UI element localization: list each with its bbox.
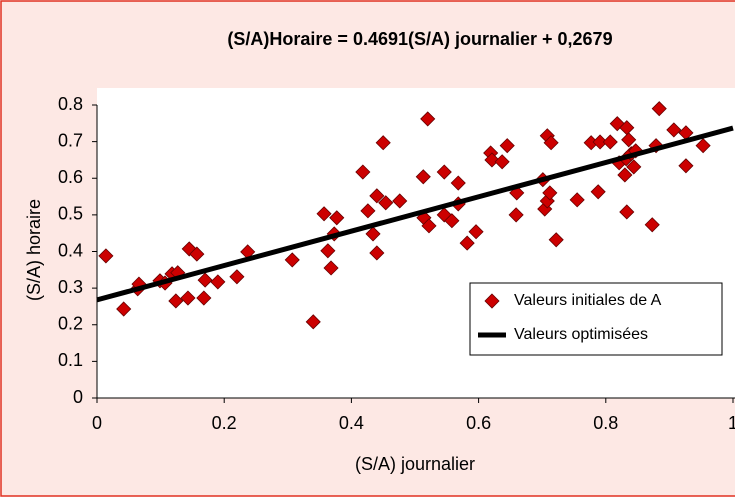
scatter-point <box>365 226 381 242</box>
scatter-point <box>197 272 213 288</box>
legend-symbol <box>484 293 500 309</box>
scatter-point <box>619 204 635 220</box>
scatter-point <box>421 218 437 234</box>
scatter-point <box>392 193 408 209</box>
scatter-point <box>695 138 711 154</box>
scatter-point <box>98 248 114 264</box>
y-tick-label: 0 <box>73 387 83 407</box>
scatter-point <box>375 135 391 151</box>
regression-line <box>96 125 734 303</box>
scatter-point <box>542 185 558 201</box>
x-tick-label: 0.8 <box>593 413 618 433</box>
legend-label: Valeurs initiales de A <box>514 292 662 309</box>
scatter-point <box>450 175 466 191</box>
scatter-point <box>609 116 625 132</box>
scatter-point <box>229 269 245 285</box>
scatter-point <box>644 217 660 233</box>
scatter-point <box>329 210 345 226</box>
y-tick-label: 0.1 <box>58 350 83 370</box>
x-tick-label: 0.2 <box>212 413 237 433</box>
y-tick-label: 0.5 <box>58 204 83 224</box>
scatter-point <box>284 252 300 268</box>
scatter-point <box>369 188 385 204</box>
scatter-point <box>369 245 385 261</box>
scatter-point <box>360 203 376 219</box>
y-tick-label: 0.8 <box>58 94 83 114</box>
scatter-point <box>617 167 633 183</box>
y-tick-label: 0.4 <box>58 240 83 260</box>
scatter-point <box>508 207 524 223</box>
scatter-point <box>305 314 321 330</box>
scatter-point <box>548 232 564 248</box>
scatter-point <box>499 138 515 154</box>
scatter-point <box>651 101 667 117</box>
scatter-point <box>666 122 682 138</box>
scatter-point <box>436 164 452 180</box>
scatter-point <box>484 152 500 168</box>
x-tick-label: 1 <box>728 413 735 433</box>
scatter-point <box>494 154 510 170</box>
scatter-point <box>602 134 618 150</box>
scatter-point <box>621 132 637 148</box>
scatter-point <box>320 243 336 259</box>
legend-box <box>469 282 723 356</box>
scatter-point <box>648 138 664 154</box>
scatter-point <box>444 213 460 229</box>
scatter-point <box>569 192 585 208</box>
legend-label: Valeurs optimisées <box>514 326 648 343</box>
scatter-point <box>459 235 475 251</box>
scatter-point <box>678 158 694 174</box>
scatter-point <box>116 301 132 317</box>
scatter-point <box>316 206 332 222</box>
scatter-point <box>590 184 606 200</box>
scatter-point <box>626 159 642 175</box>
scatter-point <box>468 224 484 240</box>
x-tick-label: 0.6 <box>466 413 491 433</box>
x-tick-label: 0.4 <box>339 413 364 433</box>
y-tick-label: 0.6 <box>58 167 83 187</box>
chart-title: (S/A)Horaire = 0.4691(S/A) journalier + … <box>227 29 612 49</box>
scatter-point <box>355 164 371 180</box>
scatter-point <box>378 195 394 211</box>
scatter-point <box>180 290 196 306</box>
scatter-point <box>189 246 205 262</box>
y-tick-label: 0.3 <box>58 277 83 297</box>
x-tick-label: 0 <box>92 413 102 433</box>
y-axis-label: (S/A) horaire <box>24 199 44 301</box>
scatter-point <box>210 274 226 290</box>
y-tick-label: 0.7 <box>58 130 83 150</box>
x-axis-label: (S/A) journalier <box>355 454 475 474</box>
scatter-point <box>168 293 184 309</box>
scatter-point <box>415 169 431 185</box>
scatter-point <box>196 290 212 306</box>
y-tick-label: 0.2 <box>58 314 83 334</box>
scatter-point <box>323 260 339 276</box>
scatter-point <box>592 134 608 150</box>
scatter-point <box>420 111 436 127</box>
scatter-point <box>543 135 559 151</box>
